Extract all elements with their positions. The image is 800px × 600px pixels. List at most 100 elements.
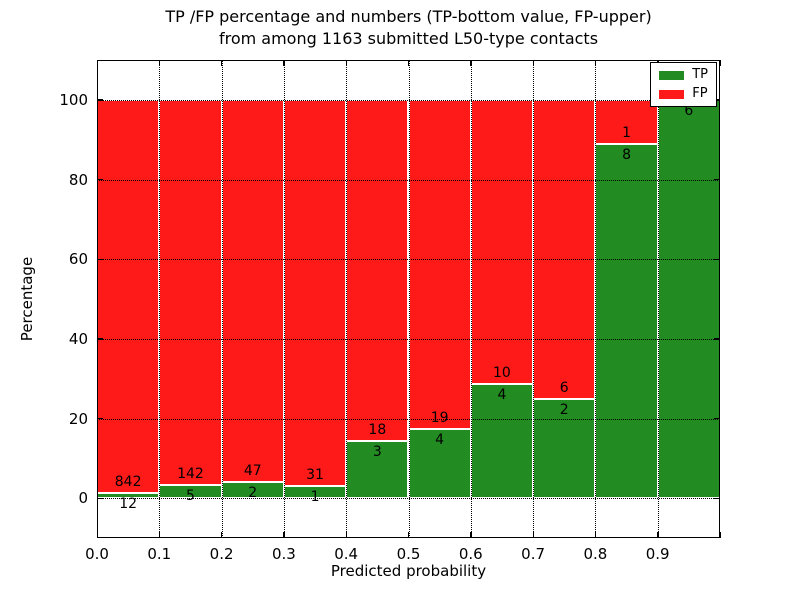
tp-count-label: 1	[310, 488, 320, 505]
x-tick-mark	[657, 532, 659, 538]
tp-count-label: 5	[185, 487, 195, 504]
tp-count-label: 2	[559, 401, 569, 418]
legend-swatch-tp-icon	[659, 70, 685, 80]
horizontal-gridline	[97, 259, 720, 261]
x-tick-label: 0.5	[396, 545, 421, 563]
y-tick-mark-right	[714, 497, 720, 500]
legend-swatch-fp-icon	[659, 89, 685, 99]
tp-count-label: 4	[497, 387, 507, 404]
fp-count-label: 18	[368, 422, 387, 439]
vertical-gridline	[346, 60, 348, 538]
vertical-gridline	[595, 60, 597, 538]
y-tick-label: 20	[68, 409, 88, 428]
x-tick-mark-top	[345, 60, 348, 66]
tp-count-label: 3	[372, 444, 382, 461]
x-tick-mark	[719, 532, 721, 538]
y-tick-label: 100	[59, 90, 88, 109]
x-tick-label: 0.6	[458, 545, 483, 563]
x-tick-mark-top	[158, 60, 161, 66]
vertical-gridline	[221, 60, 223, 538]
x-tick-label: 0.4	[334, 545, 359, 563]
fp-count-label: 19	[430, 409, 449, 426]
x-tick-label: 0.8	[583, 545, 608, 563]
x-tick-label: 0.3	[271, 545, 296, 563]
x-tick-label: 0.7	[521, 545, 546, 563]
horizontal-gridline	[97, 338, 720, 340]
bar-fp-segment	[221, 99, 284, 482]
legend-label-tp: TP	[692, 67, 708, 82]
fp-count-label: 10	[493, 365, 511, 382]
x-tick-mark-top	[470, 60, 472, 66]
bar-tp-segment	[657, 99, 720, 499]
tp-count-label: 6	[684, 102, 694, 119]
y-axis-label: Percentage	[18, 256, 36, 342]
x-axis-label: Predicted probability	[330, 562, 487, 580]
bar-fp-segment	[159, 99, 222, 485]
y-tick-mark	[97, 418, 103, 420]
bar-tp-segment	[533, 398, 596, 499]
y-tick-label: 40	[68, 329, 88, 348]
x-tick-mark-top	[594, 60, 597, 66]
x-tick-mark-top	[283, 60, 285, 66]
fp-count-label: 6	[559, 379, 569, 396]
chart-title: TP /FP percentage and numbers (TP-bottom…	[165, 7, 652, 48]
vertical-gridline	[408, 60, 410, 538]
x-tick-mark-top	[96, 60, 98, 66]
legend-label-fp: FP	[692, 86, 708, 101]
vertical-gridline	[533, 60, 535, 538]
y-tick-mark-right	[714, 179, 720, 181]
horizontal-gridline	[97, 418, 720, 420]
horizontal-gridline	[97, 498, 720, 500]
plot-area: 842121425472311183194104621806 TP FP	[96, 60, 721, 538]
x-tick-mark-top	[221, 60, 223, 66]
fp-count-label: 47	[243, 462, 262, 479]
bar-fp-segment	[346, 99, 409, 442]
y-tick-label: 80	[68, 170, 88, 189]
x-tick-label: 0.9	[645, 545, 670, 563]
x-tick-mark	[283, 532, 285, 538]
x-tick-mark	[158, 532, 161, 538]
vertical-gridline	[283, 60, 285, 538]
vertical-gridline	[159, 60, 161, 538]
legend-item-fp: FP	[659, 87, 708, 101]
x-tick-mark-top	[408, 60, 410, 66]
y-tick-label: 0	[78, 489, 88, 508]
x-tick-mark-top	[532, 60, 534, 66]
y-tick-mark-right	[714, 338, 720, 340]
fp-count-label: 842	[114, 473, 142, 490]
tp-count-label: 2	[248, 484, 258, 501]
x-tick-mark-top	[719, 60, 721, 66]
x-tick-mark	[345, 532, 348, 538]
x-tick-label: 0.0	[85, 545, 109, 563]
x-tick-mark	[408, 532, 410, 538]
x-tick-label: 0.1	[147, 545, 172, 563]
y-tick-mark-right	[714, 418, 720, 420]
legend-item-tp: TP	[659, 68, 708, 82]
bar-tp-segment	[470, 384, 534, 499]
horizontal-gridline	[97, 179, 720, 181]
bar-fp-segment	[283, 99, 347, 486]
bar-fp-segment	[470, 99, 534, 385]
fp-count-label: 142	[177, 465, 204, 482]
legend: TP FP	[650, 62, 717, 107]
y-tick-mark	[97, 258, 103, 261]
tp-count-label: 4	[435, 431, 445, 448]
x-tick-mark	[221, 532, 223, 538]
x-tick-mark	[96, 532, 98, 538]
x-tick-mark	[594, 532, 597, 538]
x-tick-label: 0.2	[209, 545, 234, 563]
y-tick-mark	[97, 179, 103, 181]
tp-count-label: 12	[119, 495, 138, 512]
vertical-gridline	[657, 60, 659, 538]
y-tick-mark	[97, 338, 103, 340]
horizontal-gridline	[97, 99, 720, 101]
y-tick-mark	[97, 99, 103, 101]
bar-tp-segment	[595, 144, 658, 499]
y-tick-mark-right	[714, 258, 720, 261]
bar-fp-segment	[408, 99, 471, 429]
tp-count-label: 8	[622, 147, 632, 164]
y-tick-mark-right	[714, 99, 720, 101]
y-tick-label: 60	[68, 250, 88, 269]
bar-fp-segment	[97, 99, 160, 493]
